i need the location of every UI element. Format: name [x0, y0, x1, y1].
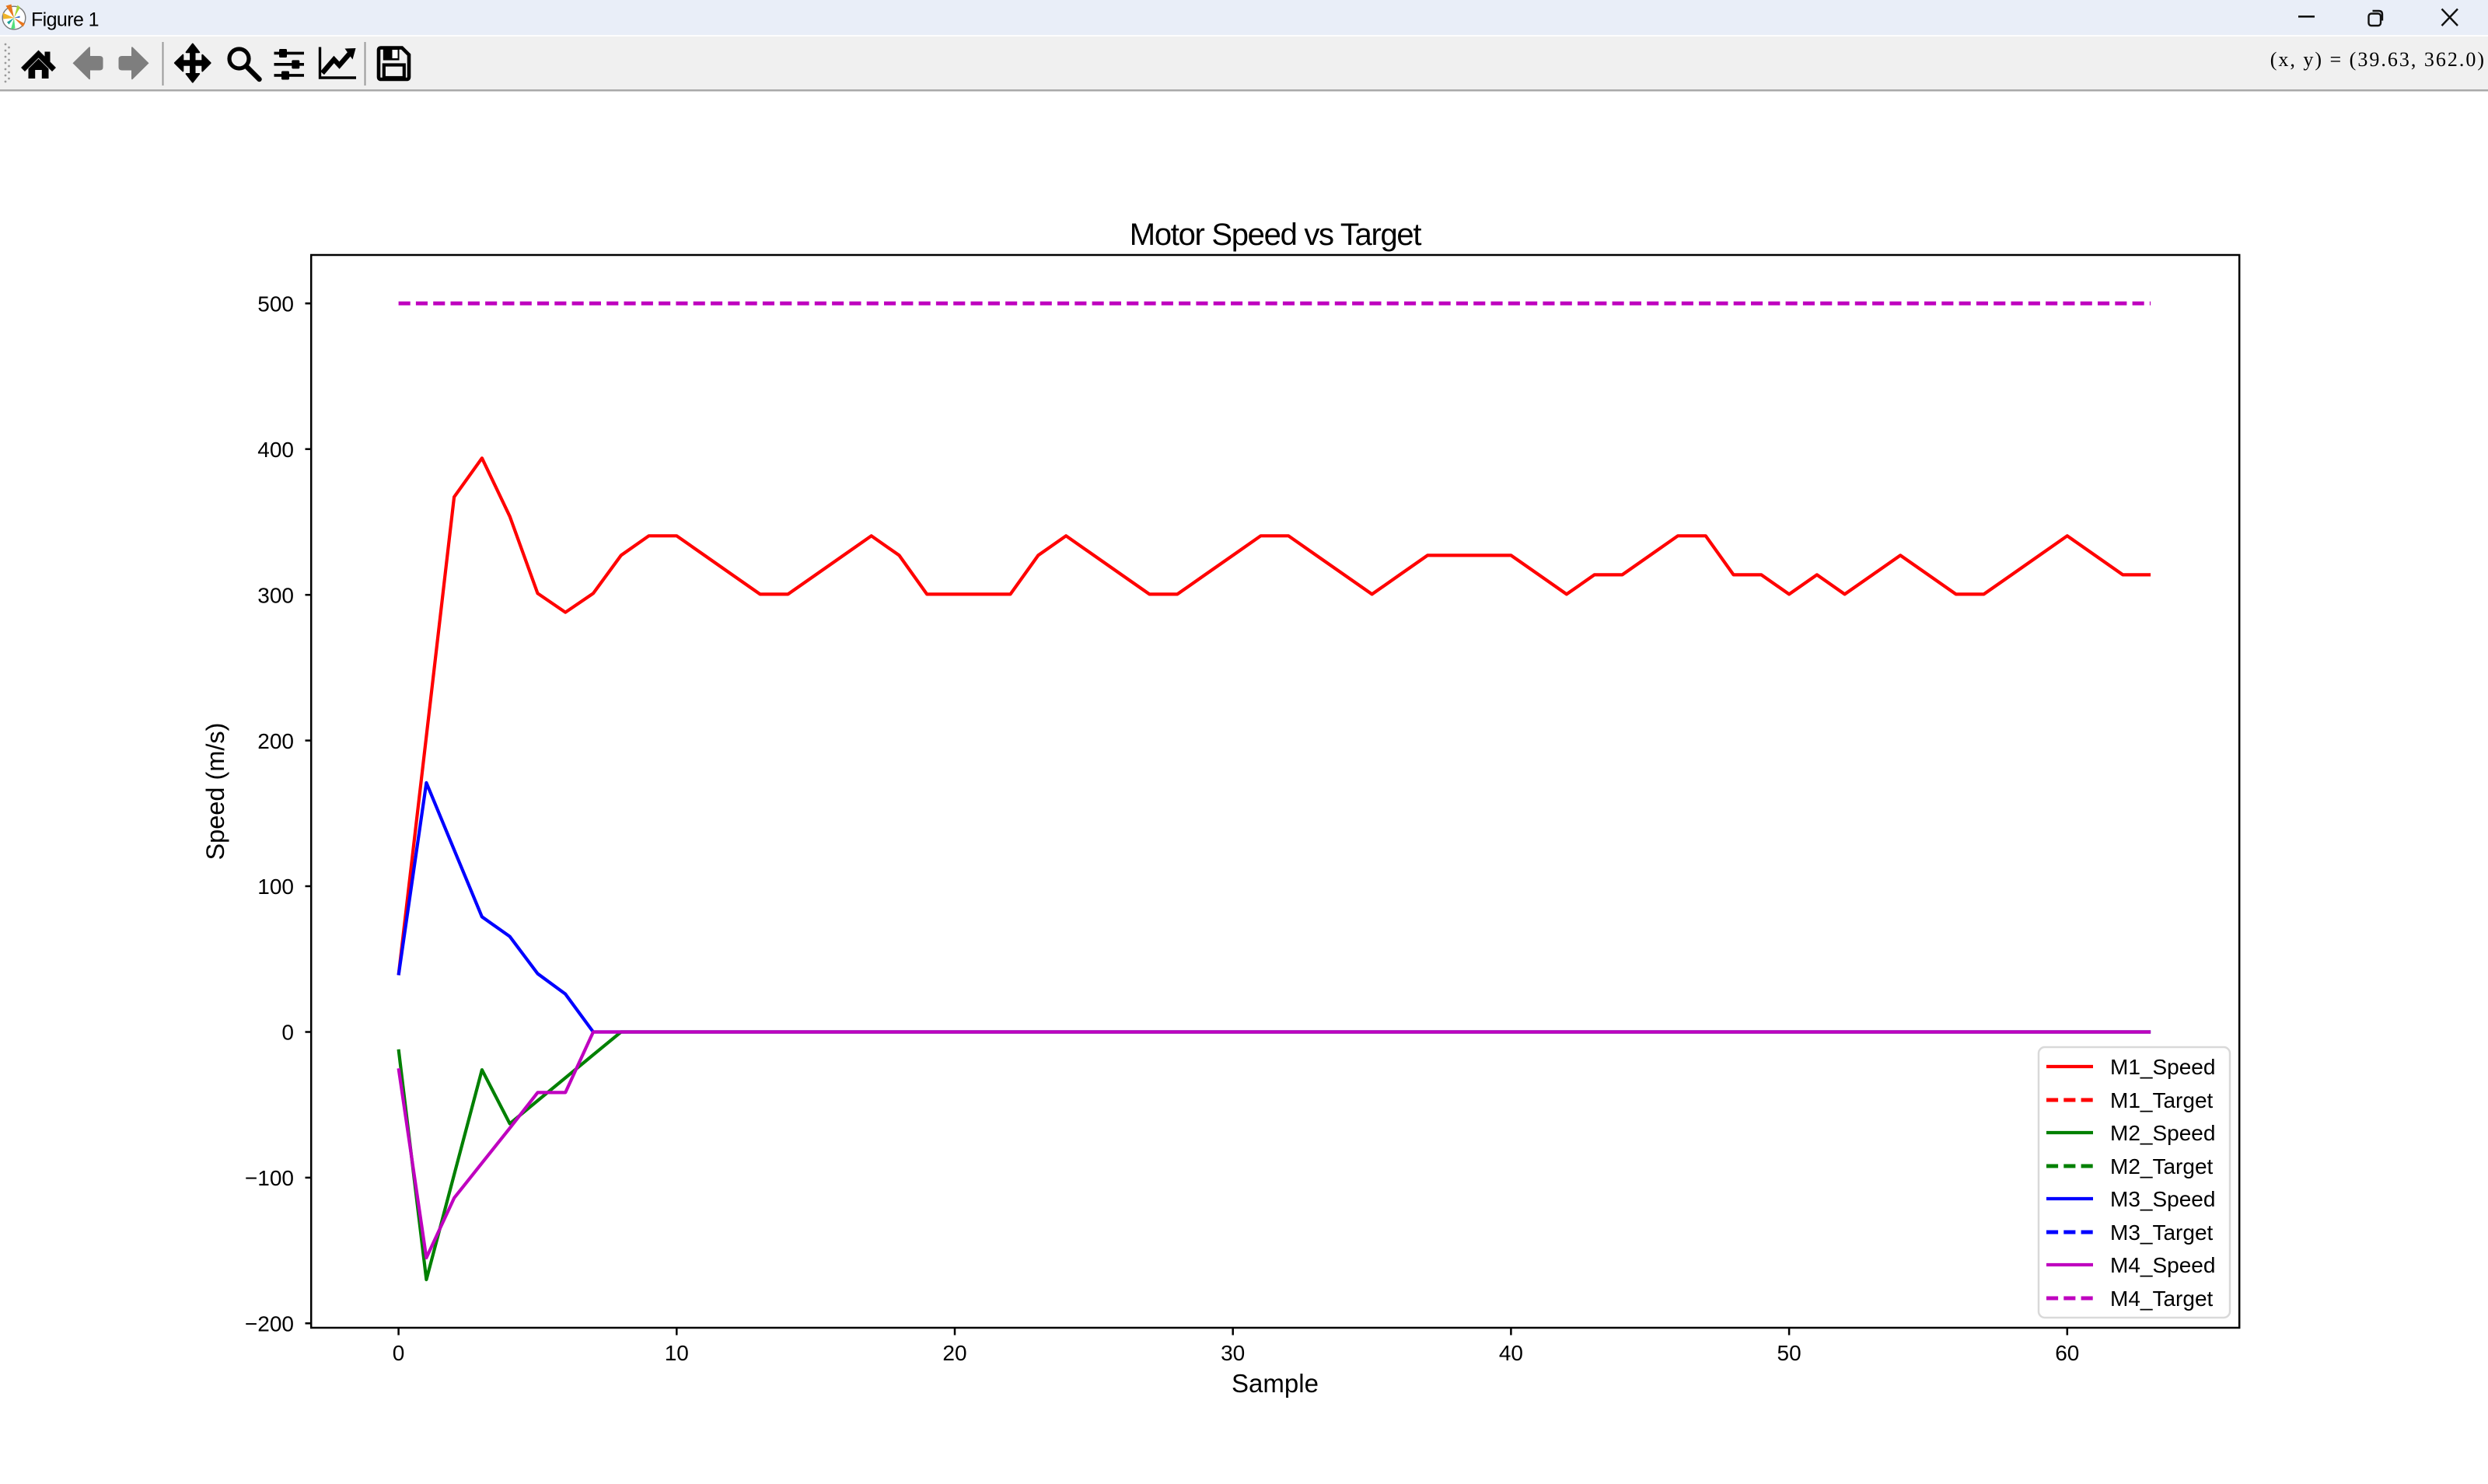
svg-text:100: 100	[257, 875, 294, 899]
svg-text:M3_Target: M3_Target	[2110, 1220, 2214, 1245]
svg-text:−200: −200	[245, 1312, 294, 1336]
svg-text:200: 200	[257, 729, 294, 753]
svg-text:60: 60	[2055, 1341, 2079, 1365]
svg-text:M1_Speed: M1_Speed	[2110, 1055, 2215, 1079]
svg-text:Sample: Sample	[1232, 1369, 1319, 1398]
svg-text:(x, y) = (39.63, 362.0): (x, y) = (39.63, 362.0)	[2270, 48, 2486, 71]
svg-text:50: 50	[1777, 1341, 1801, 1365]
svg-text:Figure 1: Figure 1	[31, 9, 99, 31]
svg-text:M2_Speed: M2_Speed	[2110, 1121, 2215, 1145]
svg-text:M3_Speed: M3_Speed	[2110, 1187, 2215, 1211]
svg-text:0: 0	[393, 1341, 405, 1365]
svg-text:400: 400	[257, 438, 294, 462]
svg-text:Speed (m/s): Speed (m/s)	[201, 722, 229, 860]
svg-text:20: 20	[942, 1341, 966, 1365]
svg-text:300: 300	[257, 583, 294, 607]
svg-text:500: 500	[257, 292, 294, 316]
svg-text:M2_Target: M2_Target	[2110, 1154, 2214, 1178]
svg-text:M4_Target: M4_Target	[2110, 1287, 2214, 1311]
svg-text:0: 0	[281, 1021, 294, 1045]
svg-text:10: 10	[665, 1341, 689, 1365]
svg-text:M1_Target: M1_Target	[2110, 1088, 2214, 1112]
svg-text:M4_Speed: M4_Speed	[2110, 1253, 2215, 1277]
svg-text:40: 40	[1499, 1341, 1523, 1365]
svg-text:−100: −100	[245, 1166, 294, 1190]
svg-text:Motor Speed vs Target: Motor Speed vs Target	[1130, 218, 1422, 252]
svg-text:30: 30	[1221, 1341, 1245, 1365]
